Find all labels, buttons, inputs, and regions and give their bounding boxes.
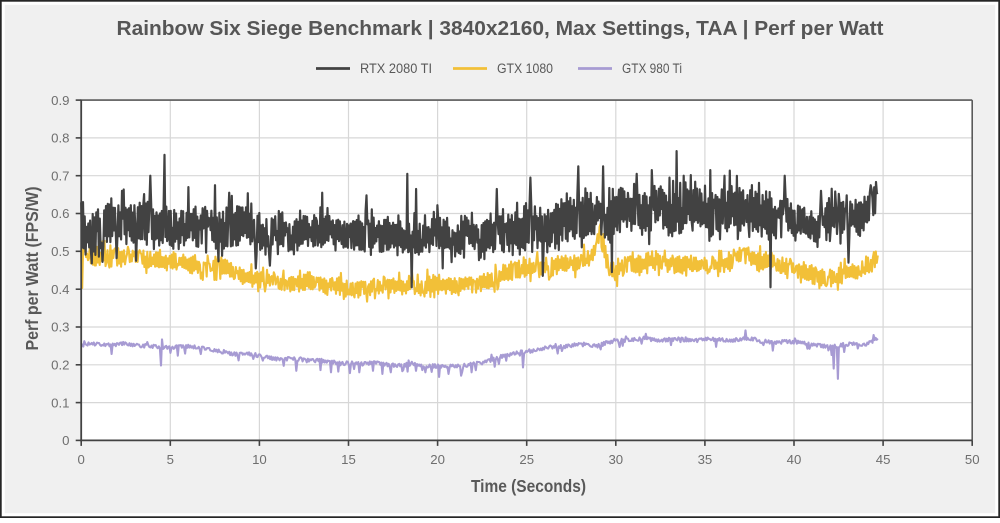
svg-text:0.8: 0.8 — [51, 131, 69, 146]
svg-text:50: 50 — [965, 452, 980, 467]
svg-text:0: 0 — [78, 452, 85, 467]
svg-text:0.2: 0.2 — [51, 358, 69, 373]
svg-text:5: 5 — [167, 452, 174, 467]
svg-text:0.1: 0.1 — [51, 395, 69, 410]
svg-text:0.5: 0.5 — [51, 244, 69, 259]
svg-text:25: 25 — [519, 452, 534, 467]
svg-text:0.4: 0.4 — [51, 282, 69, 297]
svg-text:0.7: 0.7 — [51, 168, 69, 183]
svg-text:0.3: 0.3 — [51, 320, 69, 335]
svg-text:Rainbow Six Siege Benchmark |: Rainbow Six Siege Benchmark | 3840x2160,… — [117, 17, 884, 40]
svg-text:30: 30 — [608, 452, 623, 467]
svg-text:10: 10 — [252, 452, 267, 467]
svg-text:40: 40 — [787, 452, 802, 467]
svg-text:35: 35 — [698, 452, 713, 467]
svg-text:15: 15 — [341, 452, 356, 467]
svg-text:GTX 1080: GTX 1080 — [497, 61, 553, 76]
svg-text:Perf per Watt (FPS/W): Perf per Watt (FPS/W) — [22, 187, 42, 351]
svg-text:GTX 980 Ti: GTX 980 Ti — [622, 61, 682, 76]
svg-text:Time (Seconds): Time (Seconds) — [471, 476, 586, 496]
svg-text:45: 45 — [876, 452, 891, 467]
svg-text:0.9: 0.9 — [51, 93, 69, 108]
svg-text:0: 0 — [62, 433, 69, 448]
svg-text:RTX 2080 TI: RTX 2080 TI — [360, 61, 432, 76]
svg-text:0.6: 0.6 — [51, 206, 69, 221]
svg-text:20: 20 — [430, 452, 445, 467]
